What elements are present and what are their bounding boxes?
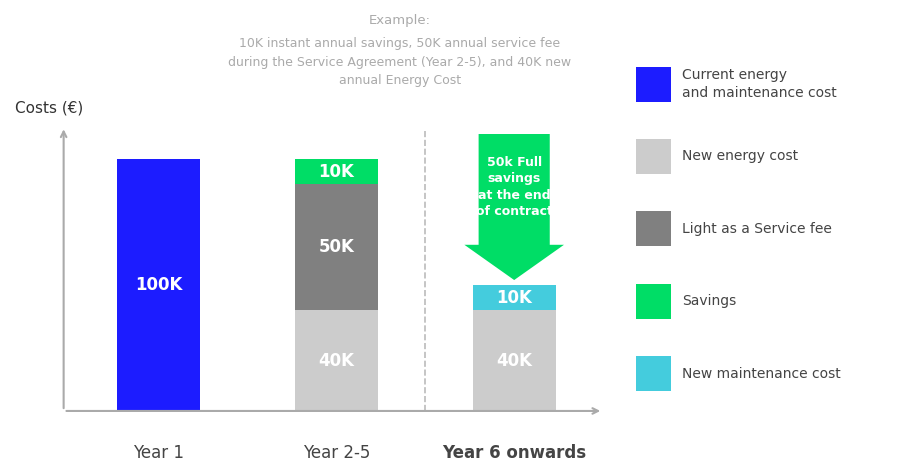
Text: Light as a Service fee: Light as a Service fee bbox=[682, 222, 832, 236]
Text: 10K instant annual savings, 50K annual service fee
during the Service Agreement : 10K instant annual savings, 50K annual s… bbox=[228, 37, 572, 87]
Text: 50K: 50K bbox=[318, 238, 355, 256]
Text: Year 1: Year 1 bbox=[133, 444, 184, 462]
Text: 40K: 40K bbox=[496, 352, 532, 369]
Bar bbox=[473, 285, 555, 310]
Bar bbox=[295, 310, 378, 411]
Text: New energy cost: New energy cost bbox=[682, 149, 798, 163]
Text: Current energy
and maintenance cost: Current energy and maintenance cost bbox=[682, 68, 836, 100]
Text: Costs (€): Costs (€) bbox=[15, 100, 83, 116]
Bar bbox=[473, 310, 555, 411]
Text: 10K: 10K bbox=[318, 163, 355, 181]
Text: 50k Full
savings
at the end
of contract: 50k Full savings at the end of contract bbox=[475, 156, 553, 218]
Polygon shape bbox=[464, 134, 564, 280]
Bar bbox=[295, 184, 378, 310]
Text: 40K: 40K bbox=[318, 352, 355, 369]
Text: Year 6 onwards: Year 6 onwards bbox=[442, 444, 586, 462]
Text: Example:: Example: bbox=[369, 14, 431, 27]
Bar bbox=[117, 159, 200, 411]
Text: New maintenance cost: New maintenance cost bbox=[682, 367, 841, 381]
Text: Savings: Savings bbox=[682, 294, 736, 308]
Text: 10K: 10K bbox=[496, 289, 532, 307]
Bar bbox=[295, 159, 378, 184]
Text: Year 2-5: Year 2-5 bbox=[303, 444, 370, 462]
Text: 100K: 100K bbox=[135, 276, 182, 294]
